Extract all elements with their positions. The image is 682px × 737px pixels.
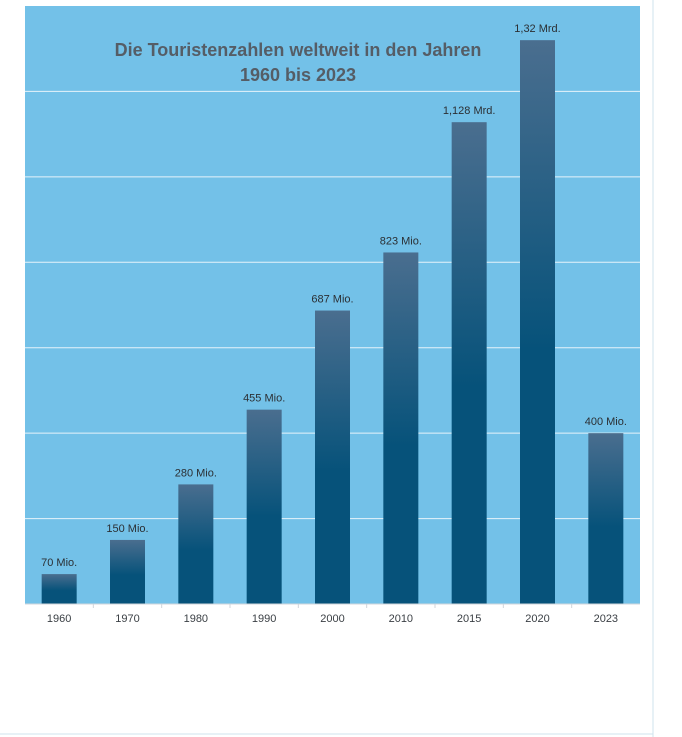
tick-label-2023: 2023 <box>594 613 618 625</box>
bar-1980 <box>178 484 214 604</box>
tick-label-2010: 2010 <box>389 613 413 625</box>
bar-2020 <box>520 40 555 604</box>
x-axis: 1960 1970 1980 1990 2000 2010 2015 2020 2023 <box>25 603 640 625</box>
tick-label-1990: 1990 <box>252 613 276 625</box>
bars <box>41 40 624 604</box>
bar-2015 <box>451 122 487 604</box>
tick-label-1970: 1970 <box>115 613 139 625</box>
data-label-1960: 70 Mio. <box>41 557 77 569</box>
bar-1970 <box>110 539 145 604</box>
data-label-1980: 280 Mio. <box>175 467 217 479</box>
tick-label-1980: 1980 <box>184 613 208 625</box>
tick-label-2020: 2020 <box>525 613 549 625</box>
data-label-2010: 823 Mio. <box>380 235 422 247</box>
data-label-2015: 1,128 Mrd. <box>443 105 496 117</box>
data-label-1970: 150 Mio. <box>106 523 148 535</box>
data-label-2020: 1,32 Mrd. <box>514 23 560 35</box>
chart-title-line-2: 1960 bis 2023 <box>240 65 356 85</box>
data-label-2023: 400 Mio. <box>585 416 627 428</box>
data-label-2000: 687 Mio. <box>311 294 353 306</box>
bar-2000 <box>315 310 350 604</box>
data-label-1990: 455 Mio. <box>243 393 285 405</box>
bar-1990 <box>246 409 282 604</box>
bar-2023 <box>588 433 624 604</box>
bar-2010 <box>383 252 419 604</box>
data-labels: 70 Mio. 150 Mio. 280 Mio. 455 Mio. 687 Mio. 8… <box>41 23 627 569</box>
tick-label-2015: 2015 <box>457 613 481 625</box>
tick-label-1960: 1960 <box>47 613 71 625</box>
chart-title-line-1: Die Touristenzahlen weltweit in den Jahr… <box>115 40 482 60</box>
tick-label-2000: 2000 <box>320 613 344 625</box>
bar-1960 <box>41 574 77 604</box>
